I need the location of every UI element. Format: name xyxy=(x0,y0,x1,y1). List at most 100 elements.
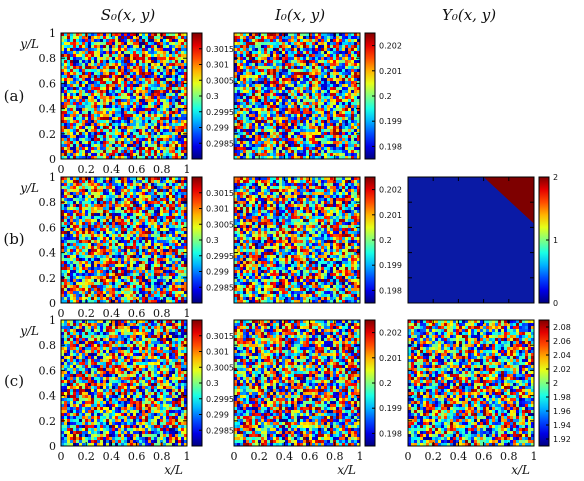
heat-cell xyxy=(354,51,358,55)
heat-cell xyxy=(76,207,80,211)
heat-cell xyxy=(303,42,307,46)
heat-cell xyxy=(112,294,116,298)
heat-cell xyxy=(94,126,98,130)
heat-cell xyxy=(85,243,89,247)
heat-cell xyxy=(145,219,149,223)
heat-cell xyxy=(321,129,325,133)
heat-cell xyxy=(145,270,149,274)
heat-cell xyxy=(88,111,92,115)
heat-cell xyxy=(300,135,304,139)
heat-cell xyxy=(64,192,68,196)
heat-cell xyxy=(339,96,343,100)
heat-cell xyxy=(321,81,325,85)
heat-cell xyxy=(145,69,149,73)
heat-cell xyxy=(100,144,104,148)
heat-cell xyxy=(160,84,164,88)
heat-cell xyxy=(76,198,80,202)
heat-cell xyxy=(97,117,101,121)
heat-cell xyxy=(130,213,134,217)
heat-cell xyxy=(142,156,146,160)
heat-cell xyxy=(300,117,304,121)
heat-cell xyxy=(169,126,173,130)
heat-cell xyxy=(285,48,289,52)
heat-cell xyxy=(139,150,143,154)
heat-cell xyxy=(234,63,238,67)
heat-cell xyxy=(145,156,149,160)
heat-cell xyxy=(64,66,68,70)
heat-cell xyxy=(91,177,95,181)
heat-cell xyxy=(88,108,92,112)
heat-cell xyxy=(339,48,343,52)
heat-cell xyxy=(184,45,188,49)
heat-cell xyxy=(270,75,274,79)
heat-cell xyxy=(181,108,185,112)
heat-cell xyxy=(109,138,113,142)
heat-cell xyxy=(97,108,101,112)
heat-cell xyxy=(267,87,271,91)
heat-cell xyxy=(142,288,146,292)
heat-cell xyxy=(327,156,331,160)
heat-cell xyxy=(169,84,173,88)
heat-cell xyxy=(267,51,271,55)
heat-cell xyxy=(85,204,89,208)
heat-cell xyxy=(178,135,182,139)
heat-cell xyxy=(127,285,131,289)
heat-cell xyxy=(255,111,259,115)
heat-cell xyxy=(336,66,340,70)
heat-cell xyxy=(85,201,89,205)
heat-cell xyxy=(294,135,298,139)
heat-cell xyxy=(70,42,74,46)
heat-cell xyxy=(76,192,80,196)
heat-cell xyxy=(118,117,122,121)
heat-cell xyxy=(181,93,185,97)
heat-cell xyxy=(133,216,137,220)
heat-cell xyxy=(76,138,80,142)
heat-cell xyxy=(175,96,179,100)
heat-cell xyxy=(79,144,83,148)
heat-cell xyxy=(124,222,128,226)
heat-cell xyxy=(67,66,71,70)
heat-cell xyxy=(76,270,80,274)
heat-cell xyxy=(148,249,152,253)
heat-cell xyxy=(234,114,238,118)
heat-cell xyxy=(139,123,143,127)
heat-cell xyxy=(100,276,104,280)
heat-cell xyxy=(70,291,74,295)
heat-cell xyxy=(163,33,167,37)
heat-cell xyxy=(148,81,152,85)
heat-cell xyxy=(142,141,146,145)
heat-cell xyxy=(100,132,104,136)
heat-cell xyxy=(345,117,349,121)
heat-cell xyxy=(73,153,77,157)
heat-cell xyxy=(121,90,125,94)
heat-cell xyxy=(112,198,116,202)
heat-cell xyxy=(88,120,92,124)
heat-cell xyxy=(270,36,274,40)
heat-cell xyxy=(73,240,77,244)
heat-cell xyxy=(94,201,98,205)
heat-cell xyxy=(270,150,274,154)
heat-cell xyxy=(136,186,140,190)
heat-cell xyxy=(267,141,271,145)
heat-cell xyxy=(237,147,241,151)
heat-cell xyxy=(91,63,95,67)
heat-cell xyxy=(73,54,77,58)
heat-cell xyxy=(115,102,119,106)
heat-cell xyxy=(106,96,110,100)
heat-cell xyxy=(169,120,173,124)
heat-cell xyxy=(154,120,158,124)
heat-cell xyxy=(172,42,176,46)
heat-cell xyxy=(94,135,98,139)
heat-cell xyxy=(178,141,182,145)
heat-cell xyxy=(115,291,119,295)
heat-cell xyxy=(160,105,164,109)
heat-cell xyxy=(300,90,304,94)
heat-cell xyxy=(76,210,80,214)
heat-cell xyxy=(73,195,77,199)
heat-cell xyxy=(61,96,65,100)
heat-cell xyxy=(106,240,110,244)
heat-cell xyxy=(76,69,80,73)
heat-cell xyxy=(324,126,328,130)
heat-cell xyxy=(252,81,256,85)
heat-cell xyxy=(124,285,128,289)
